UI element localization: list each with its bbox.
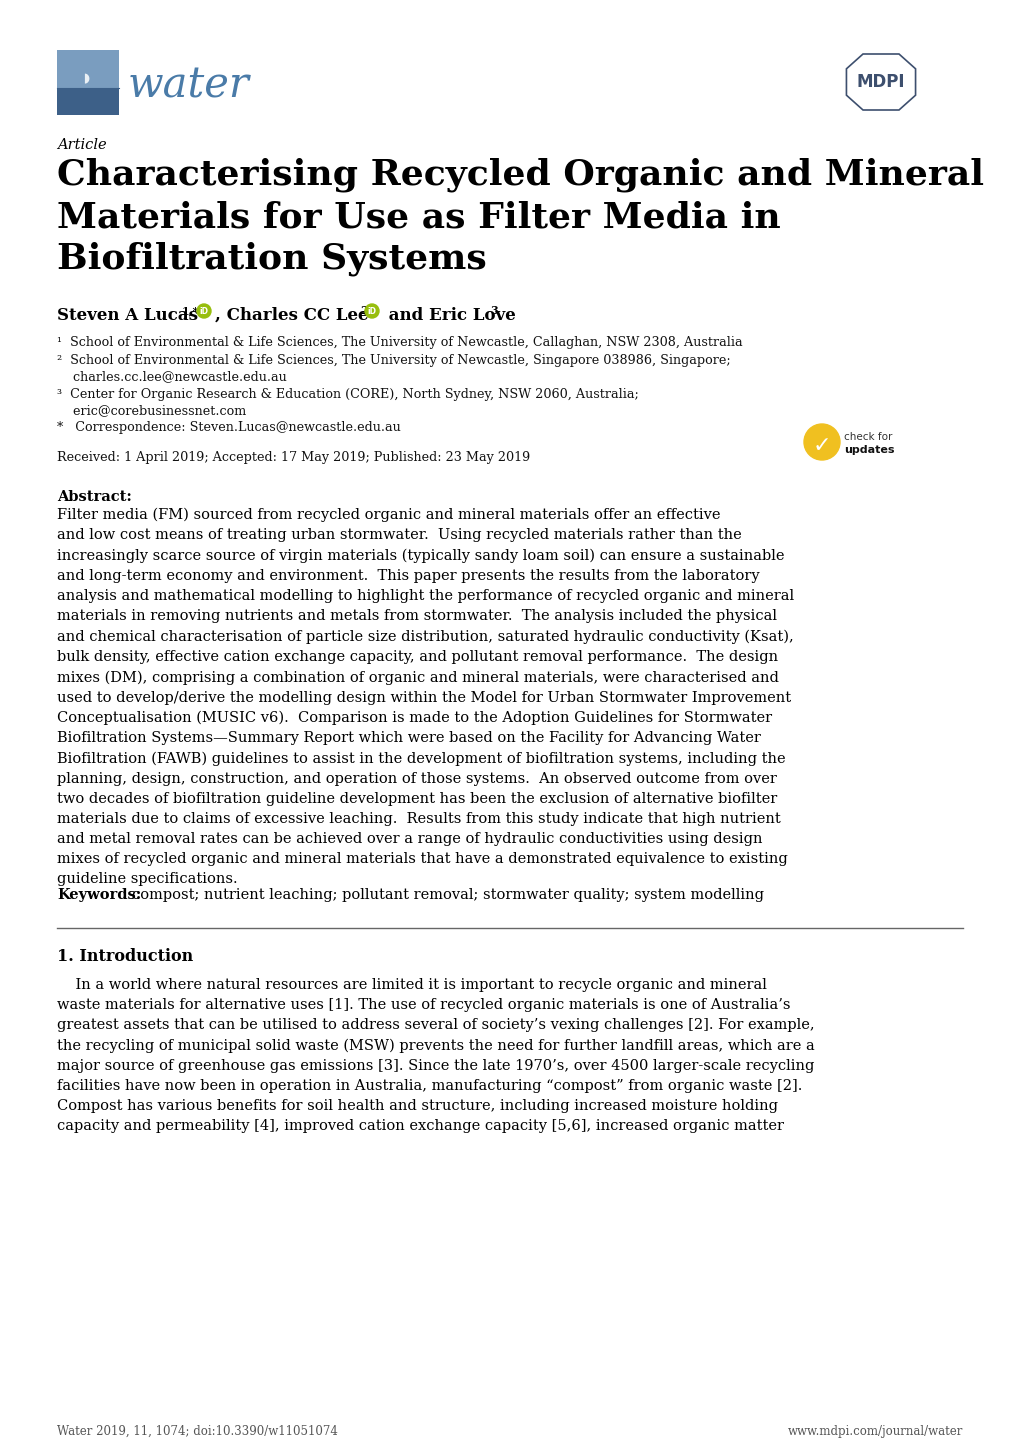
- Text: www.mdpi.com/journal/water: www.mdpi.com/journal/water: [787, 1425, 962, 1438]
- Text: and Eric Love: and Eric Love: [382, 307, 516, 324]
- Text: Abstract:: Abstract:: [57, 490, 131, 505]
- Text: Keywords:: Keywords:: [57, 888, 141, 903]
- Text: compost; nutrient leaching; pollutant removal; stormwater quality; system modell: compost; nutrient leaching; pollutant re…: [131, 888, 763, 903]
- Text: 3: 3: [489, 306, 497, 316]
- Text: Received: 1 April 2019; Accepted: 17 May 2019; Published: 23 May 2019: Received: 1 April 2019; Accepted: 17 May…: [57, 451, 530, 464]
- Text: iD: iD: [367, 307, 376, 316]
- Text: 2: 2: [360, 306, 367, 316]
- FancyBboxPatch shape: [57, 88, 119, 115]
- Polygon shape: [85, 74, 90, 89]
- Text: Characterising Recycled Organic and Mineral
Materials for Use as Filter Media in: Characterising Recycled Organic and Mine…: [57, 159, 983, 275]
- Text: updates: updates: [843, 446, 894, 456]
- Text: 1. Introduction: 1. Introduction: [57, 947, 193, 965]
- Text: ✓: ✓: [812, 435, 830, 456]
- Text: iD: iD: [200, 307, 208, 316]
- Text: Article: Article: [57, 138, 107, 151]
- Text: In a world where natural resources are limited it is important to recycle organi: In a world where natural resources are l…: [57, 978, 814, 1133]
- Text: ³  Center for Organic Research & Education (CORE), North Sydney, NSW 2060, Austr: ³ Center for Organic Research & Educatio…: [57, 388, 638, 401]
- Text: check for: check for: [843, 433, 892, 443]
- Circle shape: [365, 304, 379, 319]
- Text: eric@corebusinessnet.com: eric@corebusinessnet.com: [57, 404, 246, 417]
- Text: Water 2019, 11, 1074; doi:10.3390/w11051074: Water 2019, 11, 1074; doi:10.3390/w11051…: [57, 1425, 337, 1438]
- Text: water: water: [127, 63, 250, 107]
- FancyBboxPatch shape: [57, 50, 119, 115]
- Text: ¹  School of Environmental & Life Sciences, The University of Newcastle, Callagh: ¹ School of Environmental & Life Science…: [57, 336, 742, 349]
- Circle shape: [803, 424, 840, 460]
- Circle shape: [197, 304, 211, 319]
- Text: ²  School of Environmental & Life Sciences, The University of Newcastle, Singapo: ² School of Environmental & Life Science…: [57, 353, 730, 368]
- Text: MDPI: MDPI: [856, 74, 905, 91]
- Polygon shape: [846, 53, 915, 110]
- Text: Steven A Lucas: Steven A Lucas: [57, 307, 198, 324]
- Text: Filter media (FM) sourced from recycled organic and mineral materials offer an e: Filter media (FM) sourced from recycled …: [57, 508, 794, 887]
- Text: , Charles CC Lee: , Charles CC Lee: [215, 307, 368, 324]
- Text: charles.cc.lee@newcastle.edu.au: charles.cc.lee@newcastle.edu.au: [57, 371, 286, 384]
- Text: *   Correspondence: Steven.Lucas@newcastle.edu.au: * Correspondence: Steven.Lucas@newcastle…: [57, 421, 400, 434]
- Text: 1,*: 1,*: [181, 306, 199, 316]
